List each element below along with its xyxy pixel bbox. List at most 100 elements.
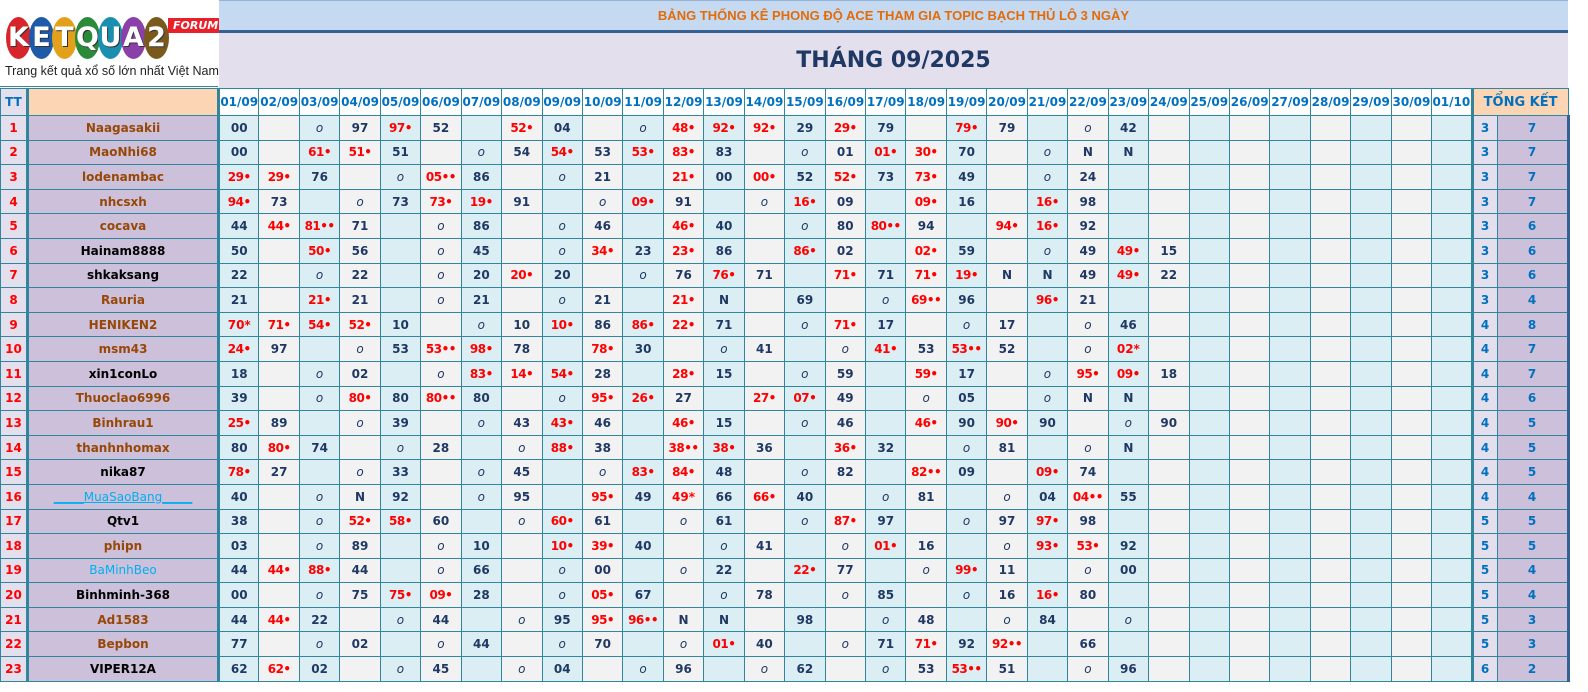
day-cell: 80•• (420, 385, 462, 412)
summary-score: 7 (1496, 188, 1570, 215)
day-cell (258, 533, 300, 559)
day-cell: 28 (420, 434, 462, 461)
day-cell: 98• (460, 336, 503, 362)
day-cell: 69 (784, 287, 826, 313)
day-cell: o (541, 287, 583, 313)
cell-value: o (962, 514, 971, 529)
hit-value: 22• (672, 317, 695, 332)
cell-value: 86 (472, 219, 490, 234)
day-cell (1309, 164, 1352, 190)
day-cell: 04 (1026, 483, 1069, 510)
day-cell: 54• (541, 139, 583, 166)
cell-value: o (962, 440, 971, 455)
day-cell (379, 262, 422, 289)
day-cell (339, 434, 381, 461)
day-cell (1228, 557, 1271, 584)
day-cell: o (986, 606, 1028, 633)
hit-value: 92• (752, 120, 776, 135)
day-cell: o (784, 508, 826, 535)
hit-value: 58• (389, 514, 412, 529)
member-name-text: Bepbon (97, 637, 149, 652)
day-cell: 52 (420, 115, 462, 141)
day-cell: o (460, 139, 503, 166)
day-cell: 97• (379, 115, 422, 141)
cell-value: 77 (836, 563, 854, 578)
cell-value: 71 (351, 219, 369, 234)
date-header: 23/09 (1107, 88, 1150, 116)
day-cell (258, 262, 300, 289)
day-cell (986, 459, 1028, 485)
summary-score: 5 (1496, 508, 1570, 535)
summary-count: 4 (1470, 311, 1498, 338)
day-cell (1309, 311, 1352, 338)
member-name[interactable]: _____MuaSaoBang_____ (26, 483, 220, 510)
hit-value: 38•• (668, 440, 700, 455)
day-cell (1390, 557, 1433, 584)
cell-value: 44 (230, 612, 248, 627)
cell-value: o (356, 194, 364, 209)
day-cell (1228, 533, 1271, 559)
summary-count: 4 (1470, 385, 1498, 412)
day-cell (1350, 459, 1392, 485)
hit-value: 97• (389, 120, 412, 135)
day-cell (784, 533, 826, 559)
cell-value: 46 (836, 415, 854, 430)
day-cell: 71• (258, 311, 300, 338)
hit-value: 88• (308, 563, 332, 578)
day-cell (1148, 336, 1190, 362)
day-cell: 97 (258, 336, 300, 362)
cell-value: 22 (230, 268, 248, 283)
day-cell (824, 606, 867, 633)
hit-value: 82•• (911, 465, 942, 480)
day-cell (1228, 287, 1271, 313)
cell-value: o (396, 169, 405, 184)
day-cell (379, 213, 422, 239)
cell-value: 91 (675, 194, 692, 209)
day-cell (1431, 459, 1473, 485)
hit-value: 04•• (1072, 489, 1104, 504)
hit-value: 73• (429, 194, 453, 209)
cell-value: 71 (877, 268, 895, 283)
cell-value: 73 (392, 194, 409, 209)
day-cell (460, 606, 503, 633)
day-cell (1431, 631, 1473, 658)
member-name[interactable]: BaMinhBeo (26, 557, 220, 584)
hit-value: 29• (833, 120, 857, 135)
day-cell (541, 188, 583, 215)
hit-value: 98• (469, 342, 493, 357)
day-cell: 73 (379, 188, 422, 215)
date-header: 21/09 (1026, 88, 1069, 116)
day-cell (1431, 606, 1473, 633)
day-cell: 44 (420, 606, 462, 633)
day-cell (784, 631, 826, 658)
date-header: 10/09 (581, 88, 624, 116)
hit-value: 44• (267, 612, 291, 627)
hit-value: 92• (712, 120, 736, 135)
day-cell: 95• (581, 606, 624, 633)
day-cell (1228, 582, 1271, 608)
day-cell (743, 459, 786, 485)
day-cell (1228, 360, 1271, 387)
day-cell (986, 139, 1028, 166)
cell-value: o (841, 342, 849, 357)
day-cell: o (298, 483, 341, 510)
day-cell (743, 557, 786, 584)
day-cell (339, 656, 381, 682)
day-cell (1148, 656, 1190, 682)
hit-value: 01• (874, 538, 898, 553)
day-cell: 96• (1026, 287, 1069, 313)
day-cell: 80 (217, 434, 260, 461)
day-cell (1390, 631, 1433, 658)
logo-letter: 2 (144, 17, 169, 59)
member-name: Naagasakii (26, 115, 220, 141)
hit-value: 71• (914, 268, 938, 283)
cell-value: 02 (351, 366, 369, 381)
cell-value: 00 (715, 169, 733, 184)
day-cell: 58• (379, 508, 422, 535)
day-cell (1148, 385, 1190, 412)
day-cell: 61 (581, 508, 624, 535)
day-cell: o (662, 508, 705, 535)
cell-value: 97 (998, 514, 1016, 529)
hit-value: 53•• (951, 661, 983, 676)
